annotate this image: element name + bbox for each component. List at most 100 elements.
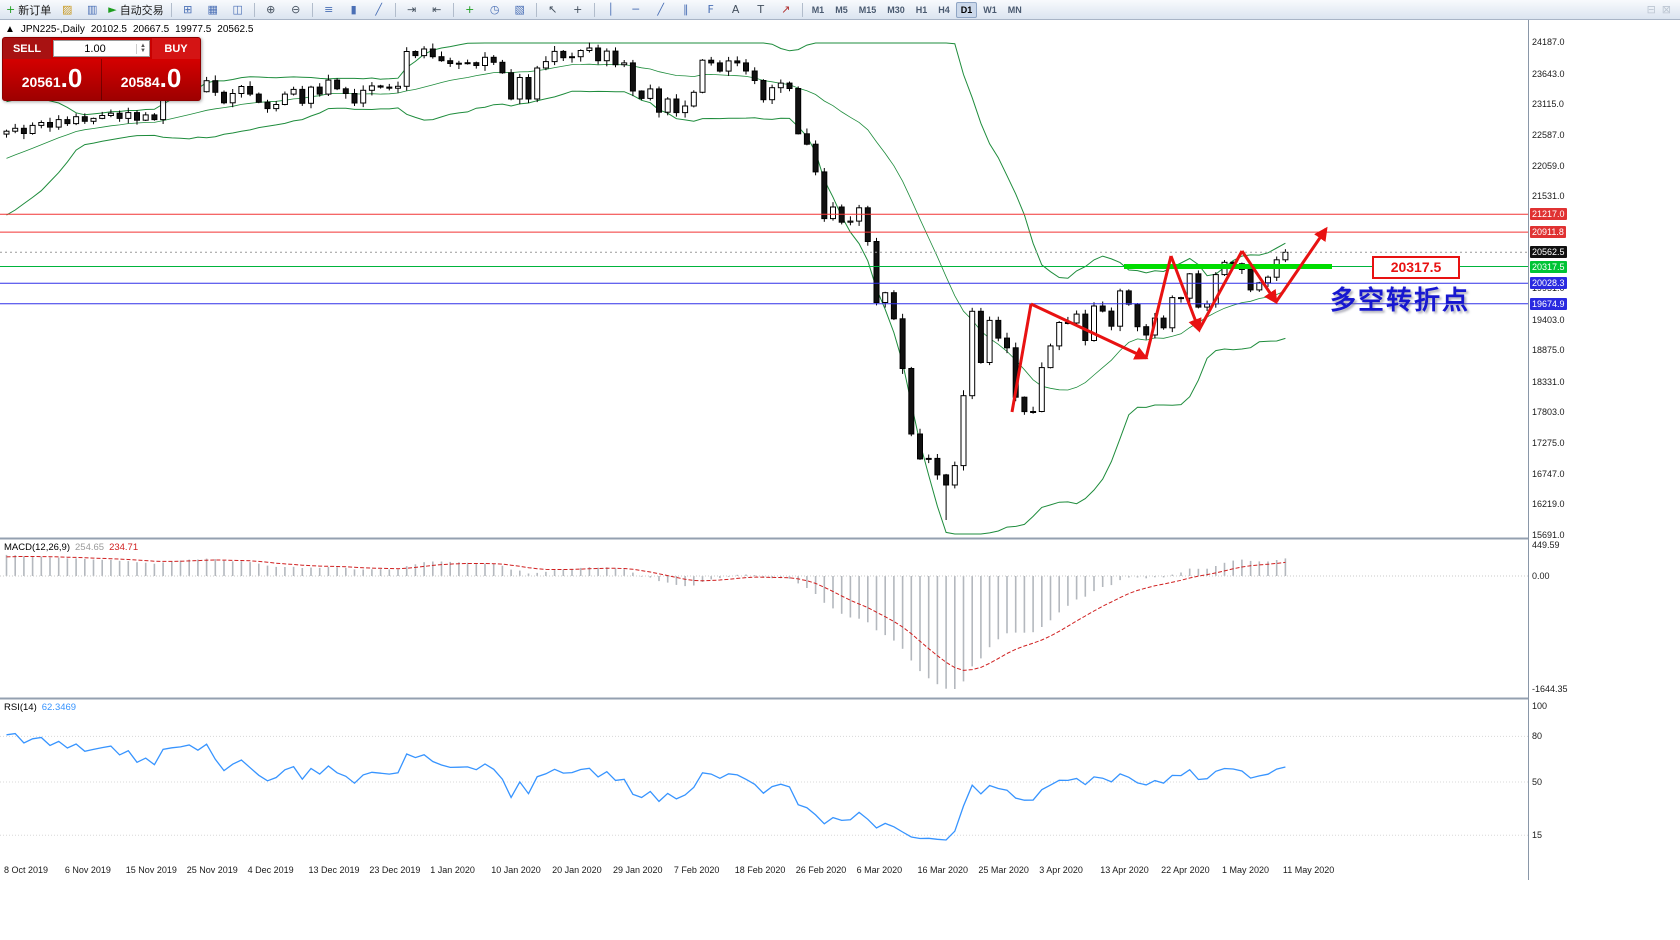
rsi-axis-label: 15: [1532, 830, 1543, 841]
volume-spinner[interactable]: ▲ ▼: [136, 42, 149, 54]
date-axis-label: 18 Feb 2020: [734, 865, 786, 875]
cursor-icon[interactable]: ↖: [541, 0, 565, 19]
zoom-in-icon: ⊕: [266, 3, 276, 16]
timeframe-mn[interactable]: MN: [1007, 4, 1022, 15]
candlesticks: [3, 47, 1289, 486]
arrange-windows-icon[interactable]: ◫: [226, 0, 250, 19]
chart-shift-icon: ⇤: [432, 3, 442, 16]
rsi-name: RSI(14): [4, 702, 37, 713]
volume-field[interactable]: 1.00 ▲ ▼: [53, 40, 150, 57]
candlestick-chart-icon: ▮: [350, 3, 357, 16]
window-minimize-icon[interactable]: ⊟: [1646, 3, 1656, 16]
turning-point-note: 多空转折点: [1330, 286, 1471, 316]
price-annotation-box: 20317.5: [1372, 256, 1460, 279]
timeframe-h1[interactable]: H1: [915, 4, 928, 15]
price-axis-label: 15691.0: [1532, 530, 1565, 540]
horizontal-line-icon[interactable]: ─: [624, 0, 648, 19]
price-axis[interactable]: 24187.0 23643.0 23115.0 22587.0 22059.0 21531…: [1528, 20, 1575, 880]
ohlc-low: 19977.5: [175, 24, 212, 35]
buy-price-main: 20584: [120, 74, 160, 90]
vertical-line-icon[interactable]: │: [599, 0, 623, 19]
buy-button[interactable]: BUY: [152, 38, 200, 59]
zoom-in-icon[interactable]: ⊕: [259, 0, 283, 19]
buy-price[interactable]: 20584.0: [102, 59, 200, 100]
price-badge: 20028.3: [1530, 277, 1567, 290]
price-badge: 20317.5: [1530, 260, 1567, 273]
volume-up-icon[interactable]: ▲: [140, 42, 146, 49]
timeframe-m5[interactable]: M5: [835, 4, 848, 15]
price-badge: 20562.5: [1530, 246, 1567, 259]
profiles-icon[interactable]: ▥: [80, 0, 104, 19]
one-click-trading-panel: SELL 1.00 ▲ ▼ BUY 20561.0 20584.0: [2, 37, 201, 101]
date-axis-label: 13 Apr 2020: [1100, 865, 1149, 875]
volume-down-icon[interactable]: ▼: [140, 47, 146, 54]
channel-icon[interactable]: ∥: [674, 0, 698, 19]
timeframe-m15[interactable]: M15: [858, 4, 877, 15]
toolbar-separator: [170, 2, 172, 17]
chart-area[interactable]: [0, 20, 1528, 880]
window-close-icon[interactable]: ⊠: [1661, 3, 1671, 16]
metaeditor-icon[interactable]: ▨: [55, 0, 79, 19]
text-icon: A: [731, 3, 740, 16]
indicators-icon[interactable]: +: [458, 0, 482, 19]
bar-chart-icon[interactable]: ≡: [317, 0, 341, 19]
date-axis[interactable]: 8 Oct 2019 6 Nov 2019 15 Nov 2019 25 Nov 20…: [0, 860, 1528, 882]
new-order-button[interactable]: + 新订单: [3, 0, 54, 19]
channel-icon: ∥: [682, 3, 689, 16]
trendline-icon: ╱: [657, 3, 664, 16]
trendline-icon[interactable]: ╱: [649, 0, 673, 19]
toolbar-separator: [535, 2, 537, 17]
periods-icon[interactable]: ◷: [483, 0, 507, 19]
date-axis-label: 11 May 2020: [1282, 865, 1335, 875]
text-label-icon[interactable]: T: [749, 0, 773, 19]
date-axis-label: 15 Nov 2019: [125, 865, 177, 875]
timeframe-w1[interactable]: W1: [983, 4, 997, 15]
timeframe-m1[interactable]: M1: [811, 4, 825, 15]
tile-windows-icon: ⊞: [183, 3, 193, 16]
rsi-line: [6, 732, 1286, 841]
line-chart-icon[interactable]: ╱: [367, 0, 391, 19]
fibonacci-icon[interactable]: F: [699, 0, 723, 19]
candlestick-chart-icon[interactable]: ▮: [342, 0, 366, 19]
rsi-axis-label: 100: [1532, 701, 1548, 711]
date-axis-label: 22 Apr 2020: [1161, 865, 1210, 875]
price-axis-label: 17803.0: [1532, 407, 1565, 418]
crosshair-icon[interactable]: +: [566, 0, 590, 19]
cascade-windows-icon[interactable]: ▦: [201, 0, 225, 19]
chart-shift-icon[interactable]: ⇤: [425, 0, 449, 19]
templates-icon[interactable]: ▧: [508, 0, 532, 19]
price-axis-label: 18875.0: [1532, 345, 1565, 356]
metaeditor-icon: ▨: [62, 3, 73, 16]
support-zone-bar[interactable]: [1124, 264, 1332, 269]
date-axis-label: 10 Jan 2020: [491, 865, 541, 875]
sell-price[interactable]: 20561.0: [3, 59, 102, 100]
sell-price-frac: .0: [60, 63, 83, 93]
macd-indicator-label: MACD(12,26,9) 254.65 234.71: [4, 542, 138, 553]
new-order-icon: +: [6, 3, 16, 16]
tile-windows-icon[interactable]: ⊞: [176, 0, 200, 19]
timeframe-d1[interactable]: D1: [955, 1, 978, 18]
arrows-tool-icon[interactable]: ↗: [774, 0, 798, 19]
chart-background: [0, 20, 1528, 880]
volume-value[interactable]: 1.00: [84, 42, 106, 55]
timeframe-m30[interactable]: M30: [887, 4, 905, 15]
horizontal-line-icon: ─: [632, 3, 639, 16]
macd-signal-value: 234.71: [109, 542, 139, 553]
date-axis-label: 1 May 2020: [1222, 865, 1270, 875]
macd-value: 254.65: [75, 542, 105, 553]
trend-arrows[interactable]: [1010, 226, 1328, 413]
auto-scroll-icon: ⇥: [407, 3, 417, 16]
buy-price-frac: .0: [159, 63, 182, 93]
autotrading-button[interactable]: ► 自动交易: [105, 0, 166, 19]
auto-scroll-icon[interactable]: ⇥: [400, 0, 424, 19]
zoom-out-icon[interactable]: ⊖: [284, 0, 308, 19]
price-axis-label: 22059.0: [1532, 160, 1565, 171]
rsi-axis-label: 50: [1532, 777, 1543, 787]
sell-button[interactable]: SELL: [3, 38, 51, 59]
price-axis-label: 16219.0: [1532, 499, 1565, 510]
line-chart-icon: ╱: [375, 3, 382, 16]
timeframe-h4[interactable]: H4: [938, 4, 950, 15]
date-axis-label: 26 Feb 2020: [795, 865, 847, 875]
text-icon[interactable]: A: [724, 0, 748, 19]
chart-plot[interactable]: [0, 20, 1528, 880]
